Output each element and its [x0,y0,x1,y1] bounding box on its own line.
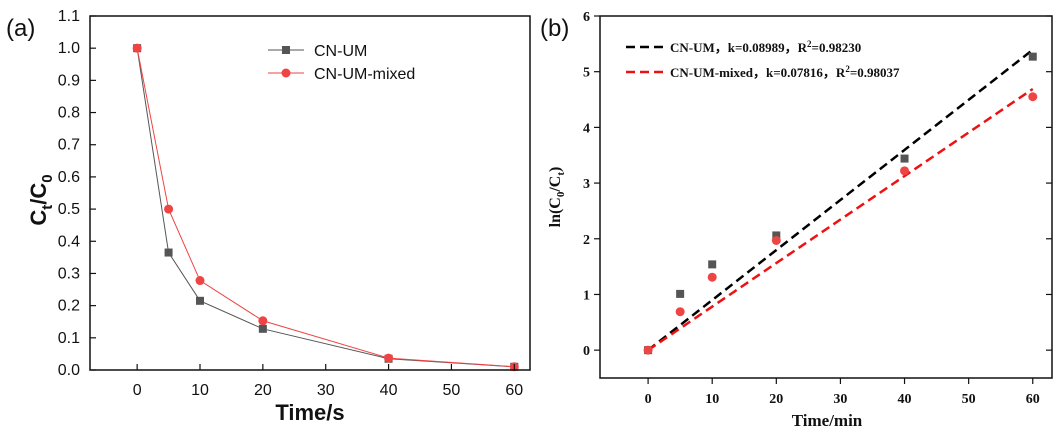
chart-a-series-line-cn-um [136,48,515,368]
legend-a-label-cn-um-mixed: CN-UM-mixed [314,66,415,83]
legend-a-label-cn-um: CN-UM [314,43,367,60]
chart-a-plot-frame [89,15,531,371]
chart-b-y-tick-label: 1 [583,288,590,303]
fit-line-cn-um [647,48,1034,352]
chart-a-y-tick-label: 0.8 [58,105,80,122]
chart-a-data-point-cn-um-mixed [164,204,174,214]
chart-a-y-tick-label: 0.7 [58,137,80,154]
legend-b-label-cn-um-fit: CN-UM，k=0.08989，R2=0.98230 [670,39,861,55]
chart-a-axes: 0 10 20 30 40 50 60 0.0 0.1 0.2 0.3 0.4 0.5 0.6 0.7 0.8… [58,8,524,399]
chart-a: (a) 0 10 20 30 40 50 60 0.0 0.1 0.2 0.3 0.4 0.5 0.6 0.… [6,8,531,425]
chart-b-x-tick-label: 0 [645,392,652,407]
chart-a-y-tick-label: 0.1 [58,330,80,347]
chart-a-x-tick-label: 30 [317,382,335,399]
chart-b-x-axis-label: Time/min [792,411,863,430]
chart-a-data-point-cn-um-mixed [384,353,394,363]
chart-a-y-tick-label: 1.1 [58,8,80,25]
legend-a-marker-cn-um-mixed [281,68,291,78]
chart-b-data-point-cn-um-mixed [771,235,781,245]
chart-b-y-tick-label: 2 [583,233,590,248]
chart-a-x-tick-label: 0 [133,382,142,399]
chart-b-data-point-cn-um [708,260,717,269]
chart-b-legend: CN-UM，k=0.08989，R2=0.98230 CN-UM-mixed，k… [626,39,900,80]
chart-b-data-point-cn-um [900,154,909,163]
chart-b-data-point-cn-um [1028,52,1037,61]
chart-a-x-tick-label: 20 [254,382,272,399]
chart-a-y-tick-label: 0.9 [58,72,80,89]
chart-a-x-tick-label: 50 [443,382,461,399]
chart-a-y-tick-label: 0.6 [58,169,80,186]
chart-a-x-tick-label: 60 [505,382,523,399]
chart-b-y-tick-label: 6 [583,10,590,25]
chart-b-x-tick-label: 50 [962,392,976,407]
chart-b-series-group [643,48,1038,355]
chart-b-data-point-cn-um-mixed [707,272,717,282]
chart-b-x-tick-label: 30 [833,392,847,407]
chart-a-data-point-cn-um-mixed [258,316,268,326]
chart-a-series-line-cn-um-mixed [136,48,515,368]
chart-b: (b) 0 10 20 30 40 50 60 0 1 2 3 4 5 6 Time/min ln(C0/… [540,10,1053,430]
chart-a-data-point-cn-um [164,248,173,257]
chart-b-data-point-cn-um-mixed [675,307,685,317]
chart-b-x-tick-label: 40 [898,392,912,407]
chart-a-y-tick-label: 0.3 [58,265,80,282]
chart-b-data-point-cn-um [772,231,781,240]
chart-a-data-point-cn-um-mixed [132,43,142,53]
legend-b-label-cn-um-mixed-fit: CN-UM-mixed，k=0.07816，R2=0.98037 [670,64,900,80]
chart-b-y-axis-label: ln(C0/Ct) [547,167,567,228]
chart-b-data-point-cn-um-mixed [900,166,910,176]
chart-a-y-tick-label: 0.0 [58,362,80,379]
chart-b-y-tick-label: 3 [583,177,590,192]
chart-a-y-tick-label: 0.5 [58,201,80,218]
chart-a-legend: CN-UM CN-UM-mixed [268,43,415,83]
chart-b-y-tick-label: 4 [583,121,590,136]
chart-b-axes: 0 10 20 30 40 50 60 0 1 2 3 4 5 6 [583,10,1052,407]
chart-b-x-tick-label: 10 [705,392,719,407]
chart-a-data-point-cn-um-mixed [195,276,205,286]
fit-line-cn-um-mixed [647,87,1034,352]
chart-a-x-axis-label: Time/s [275,400,344,425]
chart-b-x-tick-label: 60 [1026,392,1040,407]
chart-b-data-point-cn-um [676,289,685,298]
chart-a-y-tick-label: 0.4 [58,233,80,250]
legend-a-marker-cn-um [282,46,290,54]
chart-a-data-point-cn-um [258,324,267,333]
chart-b-plot-frame [599,15,1053,379]
chart-b-y-tick-label: 5 [583,66,590,81]
chart-b-data-point-cn-um-mixed [643,345,653,355]
chart-a-series-group [132,43,519,372]
chart-b-data-point-cn-um-mixed [1028,92,1038,102]
panel-label-a: (a) [6,15,35,42]
chart-a-x-tick-label: 40 [380,382,398,399]
chart-b-y-tick-label: 0 [583,344,590,359]
chart-a-y-tick-label: 0.2 [58,298,80,315]
chart-a-y-tick-label: 1.0 [58,40,80,57]
chart-a-x-tick-label: 10 [191,382,209,399]
panel-label-b: (b) [540,15,569,42]
chart-a-y-axis-label: Ct/C0 [26,174,56,225]
chart-a-data-point-cn-um [196,296,204,305]
chart-b-x-tick-label: 20 [769,392,783,407]
